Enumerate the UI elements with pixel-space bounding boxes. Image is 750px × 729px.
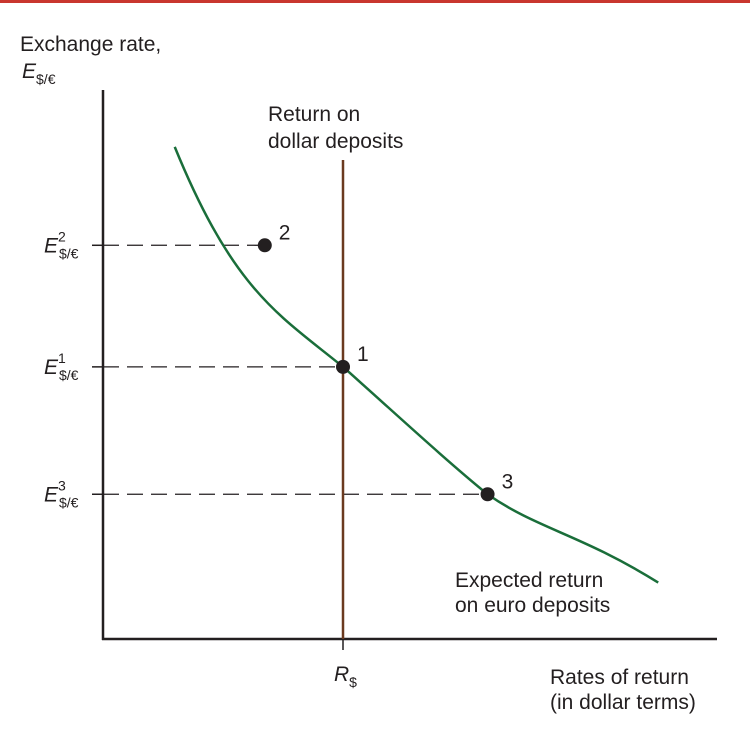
x-tick-label: R$ [334,663,357,690]
top-rule [0,0,750,3]
equilibrium-points: 2 1 3 [257,221,514,502]
dashed-guides: E2 $/€ E1 $/€ E3 $/€ [44,228,488,510]
point-label-2: 2 [279,221,291,244]
y-tick-label-3: E3 $/€ [44,477,79,510]
point-label-3: 3 [502,470,514,493]
x-axis-label-line1: Rates of return [550,666,689,689]
euro-curve-label-1: Expected return [455,569,603,592]
x-axis-label-line2: (in dollar terms) [550,691,696,714]
y-axis-label-symbol: E$/€ [22,60,56,87]
point-1 [336,359,350,374]
y-tick-label-2: E2 $/€ [44,228,79,261]
point-3 [480,487,495,502]
point-label-1: 1 [357,343,369,366]
point-2 [257,238,272,253]
y-axis-label-line1: Exchange rate, [20,33,161,56]
euro-return-curve [173,146,659,584]
dollar-line-label-1: Return on [268,103,360,126]
euro-curve-label-2: on euro deposits [455,594,610,617]
y-tick-label-1: E1 $/€ [44,350,79,383]
dollar-line-label-2: dollar deposits [268,130,403,153]
